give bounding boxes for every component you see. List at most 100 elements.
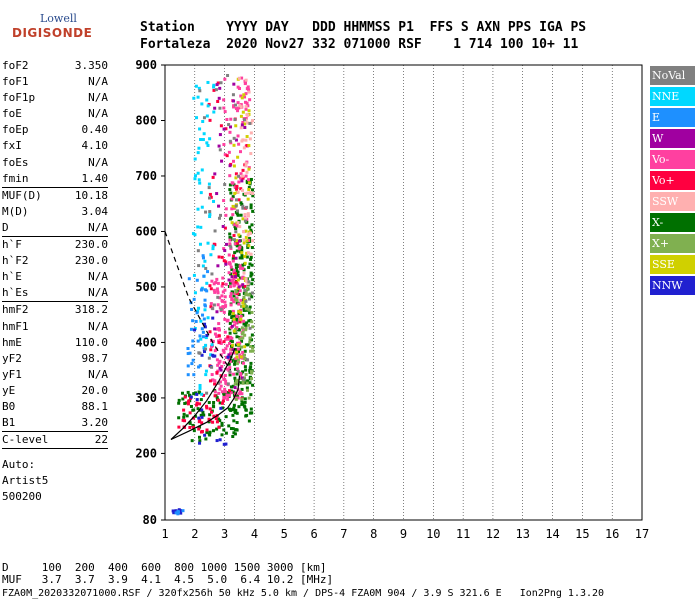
echo-point — [241, 275, 245, 279]
echo-point — [241, 283, 245, 287]
echo-point — [231, 195, 235, 199]
echo-point — [243, 357, 247, 361]
echo-point — [229, 391, 233, 395]
echo-point — [249, 131, 253, 135]
echo-point — [217, 216, 221, 220]
echo-point — [229, 236, 233, 240]
echo-point — [209, 195, 213, 199]
echo-point — [246, 197, 250, 201]
echo-point — [250, 223, 254, 227]
echo-point — [245, 279, 249, 283]
legend-item: Vo- — [650, 150, 695, 169]
echo-point — [213, 327, 217, 331]
echo-point — [177, 508, 181, 512]
y-tick-label: 600 — [135, 224, 157, 238]
echo-point — [216, 289, 220, 293]
echo-point — [235, 244, 239, 248]
echo-point — [207, 356, 211, 360]
params-divider — [2, 448, 108, 457]
echo-point — [237, 310, 241, 314]
echo-point — [251, 349, 255, 353]
echo-point — [212, 303, 216, 307]
echo-point — [221, 282, 225, 286]
echo-point — [216, 291, 220, 295]
echo-point — [236, 263, 240, 267]
param-value: N/A — [88, 75, 108, 89]
echo-point — [232, 183, 236, 187]
echo-point — [235, 224, 239, 228]
echo-point — [229, 279, 233, 283]
echo-point — [244, 368, 248, 372]
echo-point — [233, 362, 237, 366]
echo-point — [230, 324, 234, 328]
echo-point — [238, 390, 242, 394]
echo-point — [217, 340, 221, 344]
param-row: foF1 N/A — [2, 74, 108, 90]
echo-point — [237, 392, 241, 396]
echo-point — [206, 143, 210, 147]
echo-point — [218, 338, 222, 342]
echo-point — [244, 164, 248, 168]
echo-point — [229, 408, 233, 412]
echo-point — [215, 310, 219, 314]
echo-point — [198, 425, 202, 429]
echo-point — [215, 192, 219, 196]
echo-point — [225, 337, 229, 341]
echo-point — [209, 348, 213, 352]
echo-point — [238, 341, 242, 345]
echo-point — [230, 197, 234, 201]
echo-point — [213, 229, 217, 233]
echo-point — [244, 116, 248, 120]
echo-point — [177, 401, 181, 405]
echo-point — [217, 326, 221, 330]
echo-point — [251, 278, 255, 282]
echo-point — [208, 210, 212, 214]
echo-point — [230, 316, 234, 320]
echo-point — [234, 124, 238, 128]
echo-point — [246, 251, 250, 255]
echo-point — [231, 390, 235, 394]
echo-point — [244, 217, 248, 221]
echo-point — [228, 188, 232, 192]
echo-point — [239, 373, 243, 377]
echo-point — [211, 339, 215, 343]
param-row: hmE 110.0 — [2, 335, 108, 351]
echo-point — [246, 114, 250, 118]
echo-point — [198, 334, 202, 338]
echo-point — [240, 76, 244, 80]
echo-point — [207, 182, 211, 186]
echo-point — [234, 176, 238, 180]
param-row: MUF(D) 10.18 — [2, 186, 108, 204]
echo-point — [239, 355, 243, 359]
echo-point — [224, 415, 228, 419]
echo-point — [241, 168, 245, 172]
param-label: D — [2, 220, 9, 234]
echo-point — [245, 239, 249, 243]
echo-point — [199, 225, 203, 229]
echo-point — [241, 120, 245, 124]
echo-point — [185, 401, 189, 405]
autoscaling-program: Artist5 — [2, 474, 49, 488]
echo-point — [234, 198, 238, 202]
echo-point — [219, 341, 223, 345]
echo-point — [213, 390, 217, 394]
echo-point — [233, 118, 237, 122]
echo-point — [234, 103, 238, 107]
echo-point — [195, 403, 199, 407]
echo-point — [236, 134, 240, 138]
echo-point — [203, 298, 207, 302]
param-label: hmF2 — [2, 303, 29, 317]
echo-point — [237, 106, 241, 110]
echo-point — [227, 123, 231, 127]
echo-point — [215, 83, 219, 87]
echo-point — [230, 340, 234, 344]
echo-point — [198, 408, 202, 412]
echo-point — [248, 262, 252, 266]
echo-point — [204, 210, 208, 214]
echo-point — [242, 319, 246, 323]
echo-point — [242, 230, 246, 234]
profile-curve — [170, 347, 236, 440]
echo-point — [218, 419, 222, 423]
param-row: fxI 4.10 — [2, 138, 108, 154]
echo-point — [174, 511, 178, 515]
